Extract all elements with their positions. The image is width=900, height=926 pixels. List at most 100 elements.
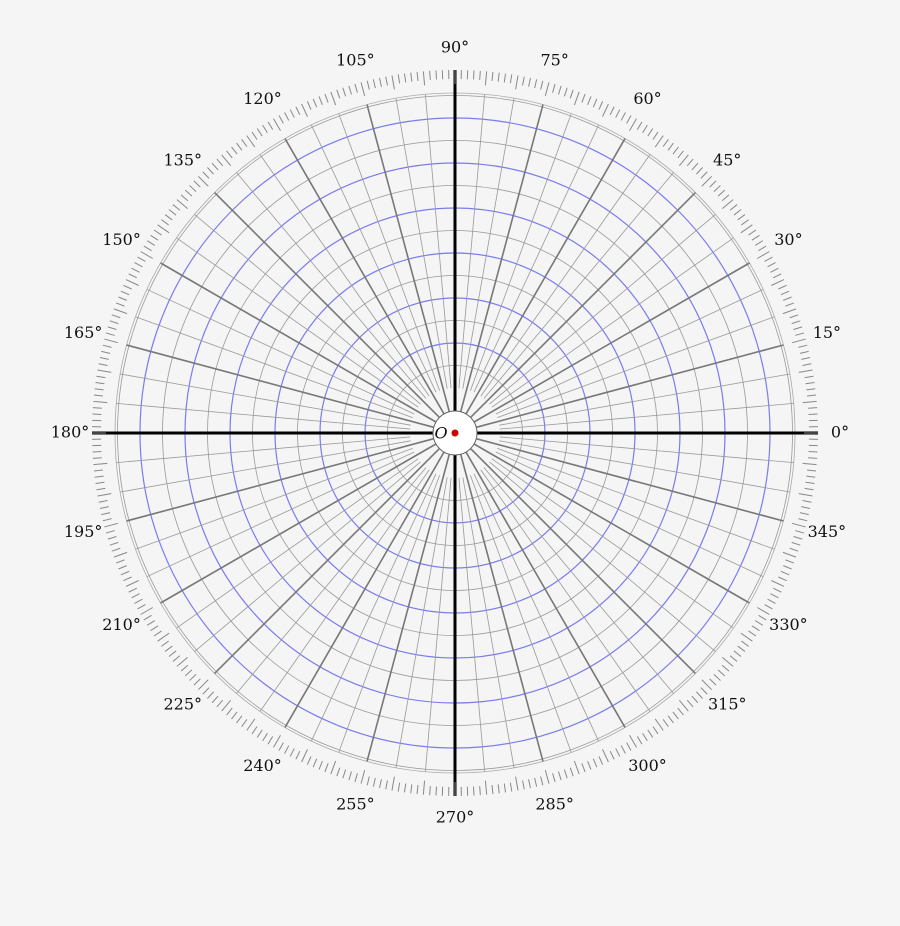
degree-tick (544, 769, 550, 784)
degree-tick (652, 726, 659, 735)
degree-tick (134, 598, 143, 604)
degree-tick (137, 256, 146, 262)
degree-tick (93, 400, 108, 404)
degree-tick (721, 664, 730, 672)
angle-label: 195° (64, 522, 103, 541)
degree-tick (807, 394, 817, 397)
degree-tick (806, 475, 816, 478)
degree-tick (772, 587, 782, 593)
major-radial (126, 437, 434, 522)
degree-tick (592, 758, 598, 768)
degree-tick (672, 711, 679, 720)
degree-tick (241, 719, 248, 727)
minor-radial (236, 172, 427, 399)
degree-tick (107, 536, 117, 540)
degree-tick (793, 326, 803, 330)
degree-tick (808, 407, 818, 409)
degree-tick (598, 756, 604, 765)
degree-tick (722, 656, 734, 667)
minor-radial (480, 154, 651, 397)
degree-tick (713, 185, 721, 192)
degree-tick (522, 76, 525, 86)
degree-tick (620, 745, 626, 754)
degree-tick (94, 475, 104, 478)
degree-tick (251, 726, 258, 735)
major-radial (465, 451, 626, 728)
minor-radial (489, 214, 716, 405)
major-radial (459, 104, 544, 412)
degree-tick (807, 469, 817, 472)
degree-tick (193, 678, 201, 686)
degree-tick (246, 135, 256, 148)
degree-tick (153, 229, 162, 236)
angle-label: 180° (51, 423, 90, 442)
angle-label: 0° (831, 423, 849, 442)
minor-radial (116, 402, 411, 430)
degree-tick (176, 199, 188, 210)
degree-tick (701, 175, 713, 187)
degree-tick (754, 240, 764, 246)
degree-tick (801, 357, 811, 360)
minor-radial (310, 124, 437, 393)
degree-tick (602, 749, 609, 763)
degree-tick (552, 83, 556, 93)
angle-label: 120° (243, 89, 282, 108)
degree-tick (789, 547, 799, 552)
degree-tick (216, 699, 224, 708)
degree-tick (782, 308, 797, 315)
minor-radial (338, 475, 440, 753)
degree-tick (770, 267, 779, 273)
degree-tick (806, 388, 816, 391)
degree-tick (767, 262, 776, 268)
degree-tick (491, 785, 494, 795)
degree-tick (654, 135, 664, 148)
degree-tick (756, 251, 770, 259)
minor-radial (470, 113, 572, 391)
minor-radial (395, 477, 448, 768)
degree-tick (764, 256, 773, 262)
degree-tick (101, 350, 111, 354)
degree-tick (348, 85, 352, 95)
degree-tick (211, 695, 219, 704)
degree-tick (422, 780, 426, 795)
degree-tick (102, 344, 112, 348)
degree-tick (791, 541, 801, 546)
degree-tick (798, 493, 813, 497)
degree-tick (324, 93, 329, 103)
angle-label: 285° (535, 794, 574, 813)
degree-tick (804, 487, 814, 491)
degree-tick (573, 91, 580, 106)
angle-label: 210° (102, 615, 141, 634)
degree-tick (592, 98, 598, 108)
degree-tick (113, 551, 128, 558)
degree-tick (778, 284, 787, 290)
degree-tick (295, 750, 301, 760)
degree-tick (101, 512, 111, 516)
degree-tick (484, 780, 488, 795)
angle-label: 75° (540, 51, 568, 70)
degree-tick (262, 124, 268, 134)
degree-tick (123, 284, 132, 290)
degree-tick (93, 462, 108, 466)
degree-tick (360, 82, 366, 97)
degree-tick (301, 103, 308, 117)
degree-tick (667, 715, 674, 724)
major-radial (284, 451, 445, 728)
degree-tick (342, 87, 347, 97)
degree-tick (422, 71, 426, 86)
degree-tick (799, 512, 809, 516)
degree-tick (581, 763, 586, 773)
angle-label: 300° (628, 756, 667, 775)
degree-tick (372, 777, 376, 787)
degree-tick (104, 522, 119, 528)
degree-tick (737, 645, 746, 652)
degree-tick (615, 748, 621, 757)
degree-tick (563, 769, 568, 779)
degree-tick (416, 785, 419, 795)
minor-radial (491, 237, 734, 408)
degree-tick (125, 279, 139, 286)
degree-tick (751, 234, 760, 241)
degree-tick (273, 734, 281, 748)
degree-tick (647, 729, 654, 738)
